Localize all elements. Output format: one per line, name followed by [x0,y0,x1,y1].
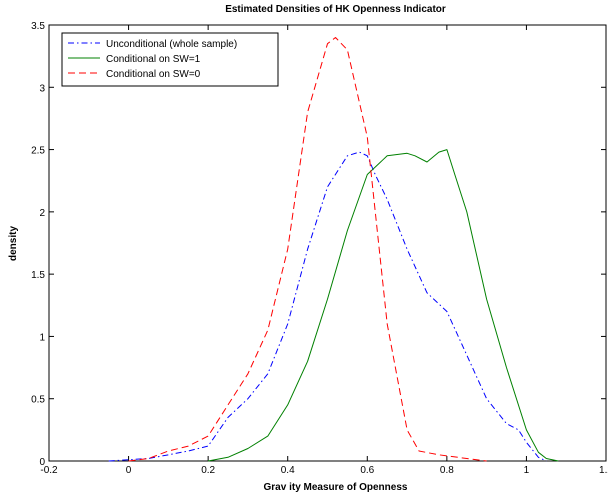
chart-title: Estimated Densities of HK Openness Indic… [225,4,446,15]
x-tick-label: 0.8 [440,465,454,476]
x-tick-label: 1.2 [599,465,608,476]
y-tick-label: 2.5 [31,146,45,157]
y-tick-label: 2 [39,208,45,219]
x-tick-label: 1 [524,465,530,476]
x-axis-label: Grav ity Measure of Openness [264,482,408,493]
axis-ticks: -0.200.20.40.60.811.200.511.522.533.5 [31,21,608,476]
x-tick-label: 0 [126,465,132,476]
series-lines [108,37,559,462]
legend-label: Conditional on SW=1 [106,54,201,65]
y-tick-label: 1 [39,332,45,343]
y-tick-label: 3.5 [31,21,45,32]
x-tick-label: 0.6 [360,465,374,476]
y-tick-label: 1.5 [31,270,45,281]
plot-frame [48,24,607,462]
legend-box [61,32,279,87]
y-tick-label: 0 [39,457,45,468]
series-line-2 [128,37,487,462]
y-axis-label: density [8,226,19,261]
x-tick-label: -0.2 [40,465,58,476]
legend-label: Unconditional (whole sample) [106,39,237,50]
x-tick-label: 0.2 [201,465,215,476]
series-line-0 [108,151,547,462]
legend-label: Conditional on SW=0 [106,69,201,80]
series-line-1 [208,149,559,462]
legend: Unconditional (whole sample) Conditional … [61,32,279,87]
y-tick-label: 0.5 [31,395,45,406]
x-tick-label: 0.4 [281,465,295,476]
y-tick-label: 3 [39,83,45,94]
